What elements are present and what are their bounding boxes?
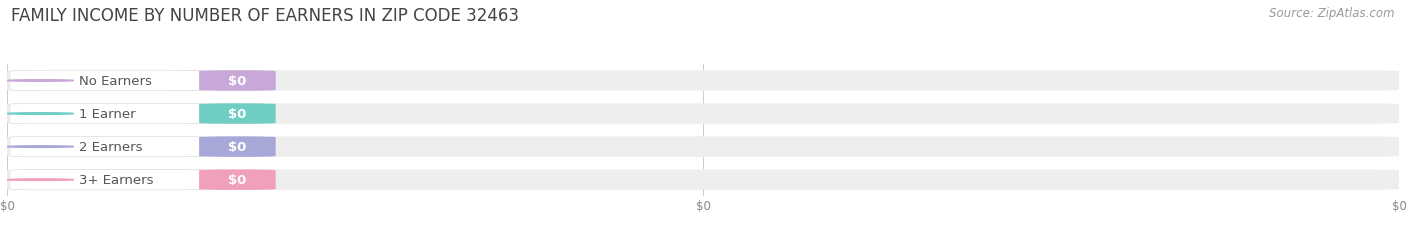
Circle shape xyxy=(7,113,75,115)
Circle shape xyxy=(7,146,75,148)
Text: 1 Earner: 1 Earner xyxy=(79,108,136,121)
Text: FAMILY INCOME BY NUMBER OF EARNERS IN ZIP CODE 32463: FAMILY INCOME BY NUMBER OF EARNERS IN ZI… xyxy=(11,7,519,25)
FancyBboxPatch shape xyxy=(10,170,202,190)
Text: No Earners: No Earners xyxy=(79,75,152,88)
FancyBboxPatch shape xyxy=(200,104,276,124)
Text: 2 Earners: 2 Earners xyxy=(79,140,143,153)
FancyBboxPatch shape xyxy=(10,137,202,157)
Text: 3+ Earners: 3+ Earners xyxy=(79,173,153,186)
Circle shape xyxy=(7,179,75,181)
Circle shape xyxy=(7,80,75,82)
FancyBboxPatch shape xyxy=(7,104,1399,124)
FancyBboxPatch shape xyxy=(10,71,202,91)
FancyBboxPatch shape xyxy=(10,104,202,124)
Text: $0: $0 xyxy=(228,140,246,153)
Text: Source: ZipAtlas.com: Source: ZipAtlas.com xyxy=(1270,7,1395,20)
Text: $0: $0 xyxy=(228,173,246,186)
Text: $0: $0 xyxy=(228,108,246,121)
FancyBboxPatch shape xyxy=(7,170,1399,190)
FancyBboxPatch shape xyxy=(200,137,276,157)
FancyBboxPatch shape xyxy=(200,170,276,190)
FancyBboxPatch shape xyxy=(200,71,276,91)
FancyBboxPatch shape xyxy=(7,71,1399,91)
FancyBboxPatch shape xyxy=(7,137,1399,157)
Text: $0: $0 xyxy=(228,75,246,88)
